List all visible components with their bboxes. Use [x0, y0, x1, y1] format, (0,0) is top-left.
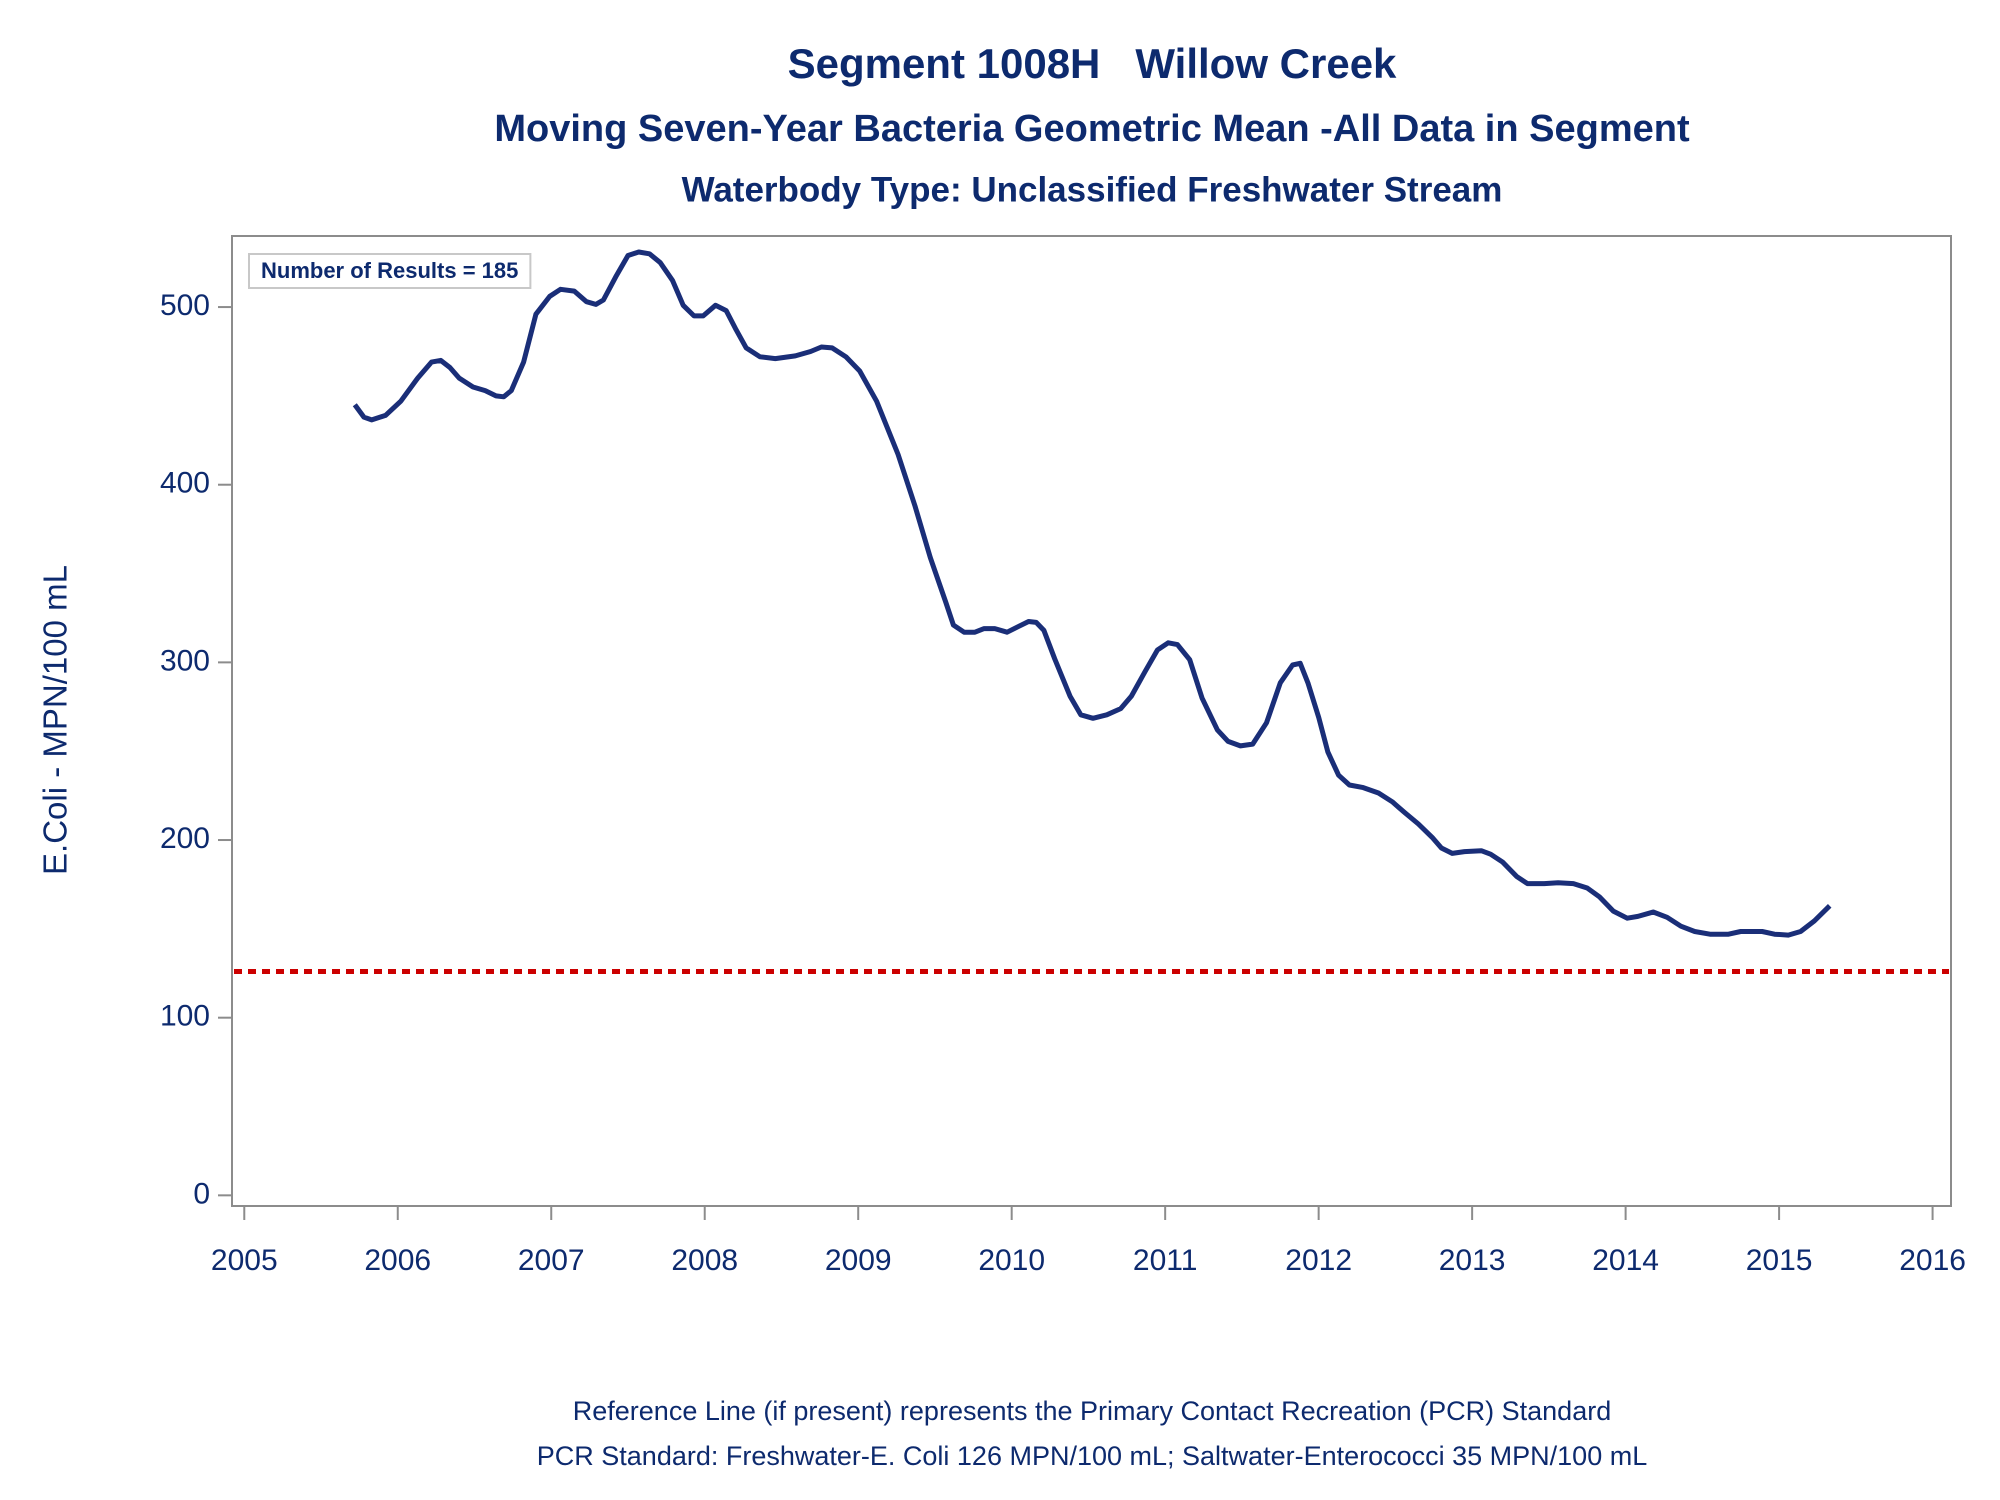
plot-frame — [231, 235, 1952, 1207]
y-tick-label: 400 — [160, 467, 210, 500]
footnote: PCR Standard: Freshwater-E. Coli 126 MPN… — [537, 1441, 1647, 1471]
x-tick-label: 2010 — [978, 1244, 1045, 1277]
chart-subtitle: Waterbody Type: Unclassified Freshwater … — [682, 170, 1503, 209]
annotation-box — [248, 253, 532, 289]
x-tick-label: 2008 — [671, 1244, 738, 1277]
x-tick-label: 2013 — [1439, 1244, 1506, 1277]
chart-title: Segment 1008H Willow Creek — [788, 40, 1397, 87]
y-tick-label: 200 — [160, 822, 210, 855]
x-tick-label: 2015 — [1746, 1244, 1813, 1277]
x-tick-label: 2012 — [1285, 1244, 1352, 1277]
annotation: Number of Results = 185 — [261, 258, 518, 283]
x-tick-label: 2016 — [1899, 1244, 1966, 1277]
y-axis-label: E.Coli - MPN/100 mL — [37, 565, 74, 875]
y-tick-label: 100 — [160, 1000, 210, 1033]
y-tick-label: 300 — [160, 644, 210, 677]
x-tick-label: 2011 — [1133, 1244, 1198, 1277]
x-tick-label: 2006 — [364, 1244, 431, 1277]
y-tick-label: 500 — [160, 289, 210, 322]
x-tick-label: 2014 — [1592, 1244, 1659, 1277]
x-tick-label: 2005 — [211, 1244, 278, 1277]
footnote: Reference Line (if present) represents t… — [573, 1396, 1611, 1426]
x-tick-label: 2009 — [825, 1244, 892, 1277]
chart-subtitle: Moving Seven-Year Bacteria Geometric Mea… — [494, 108, 1690, 150]
x-tick-label: 2007 — [518, 1244, 585, 1277]
data-line — [352, 249, 1832, 938]
y-tick-label: 0 — [193, 1177, 210, 1210]
